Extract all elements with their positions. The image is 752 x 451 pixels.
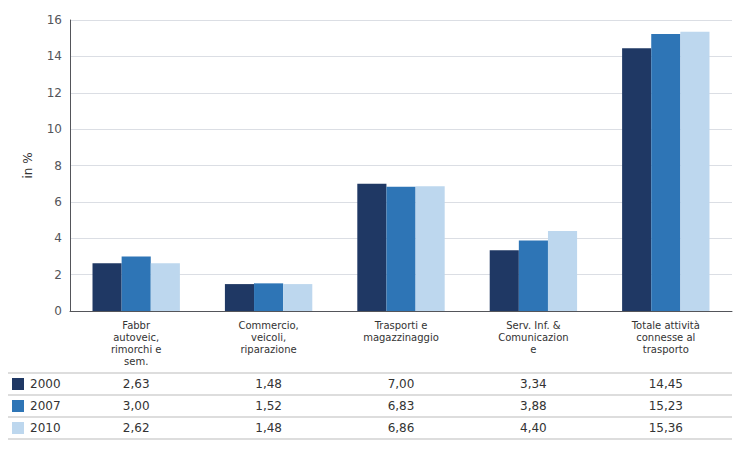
svg-text:autoveic,: autoveic, (113, 332, 159, 343)
svg-text:7,00: 7,00 (388, 377, 415, 391)
svg-text:0: 0 (54, 304, 62, 318)
svg-text:2,63: 2,63 (123, 377, 150, 391)
svg-text:1,48: 1,48 (255, 421, 282, 435)
svg-text:3,00: 3,00 (123, 399, 150, 413)
svg-text:15,23: 15,23 (649, 399, 683, 413)
svg-text:2010: 2010 (30, 421, 61, 435)
svg-text:connesse al: connesse al (636, 332, 695, 343)
svg-text:2000: 2000 (30, 377, 61, 391)
svg-text:sem.: sem. (124, 356, 148, 367)
svg-text:12: 12 (47, 86, 62, 100)
svg-text:riparazione: riparazione (240, 344, 296, 355)
svg-text:6: 6 (54, 195, 62, 209)
svg-text:in %: in % (21, 152, 35, 178)
svg-text:6,86: 6,86 (388, 421, 415, 435)
svg-text:rimorchi e: rimorchi e (111, 344, 162, 355)
svg-text:14: 14 (47, 49, 62, 63)
svg-text:Totale attività: Totale attività (631, 320, 700, 331)
svg-text:e: e (530, 344, 536, 355)
svg-text:2,62: 2,62 (123, 421, 150, 435)
svg-text:Trasporti e: Trasporti e (374, 320, 428, 331)
svg-text:Commercio,: Commercio, (238, 320, 298, 331)
svg-text:Serv. Inf. &: Serv. Inf. & (506, 320, 561, 331)
svg-text:trasporto: trasporto (643, 344, 689, 355)
svg-text:8: 8 (54, 159, 62, 173)
svg-text:14,45: 14,45 (649, 377, 683, 391)
svg-text:2007: 2007 (30, 399, 61, 413)
svg-text:15,36: 15,36 (649, 421, 683, 435)
svg-text:16: 16 (47, 13, 62, 27)
svg-text:veicoli,: veicoli, (251, 332, 286, 343)
svg-text:magazzinaggio: magazzinaggio (363, 332, 439, 343)
svg-text:3,34: 3,34 (520, 377, 547, 391)
svg-text:4: 4 (54, 231, 62, 245)
svg-text:Comunicazion: Comunicazion (498, 332, 568, 343)
svg-text:6,83: 6,83 (388, 399, 415, 413)
svg-text:1,48: 1,48 (255, 377, 282, 391)
svg-text:2: 2 (54, 268, 62, 282)
svg-text:10: 10 (47, 122, 62, 136)
svg-text:3,88: 3,88 (520, 399, 547, 413)
svg-text:Fabbr: Fabbr (122, 320, 151, 331)
svg-text:4,40: 4,40 (520, 421, 547, 435)
svg-text:1,52: 1,52 (255, 399, 282, 413)
